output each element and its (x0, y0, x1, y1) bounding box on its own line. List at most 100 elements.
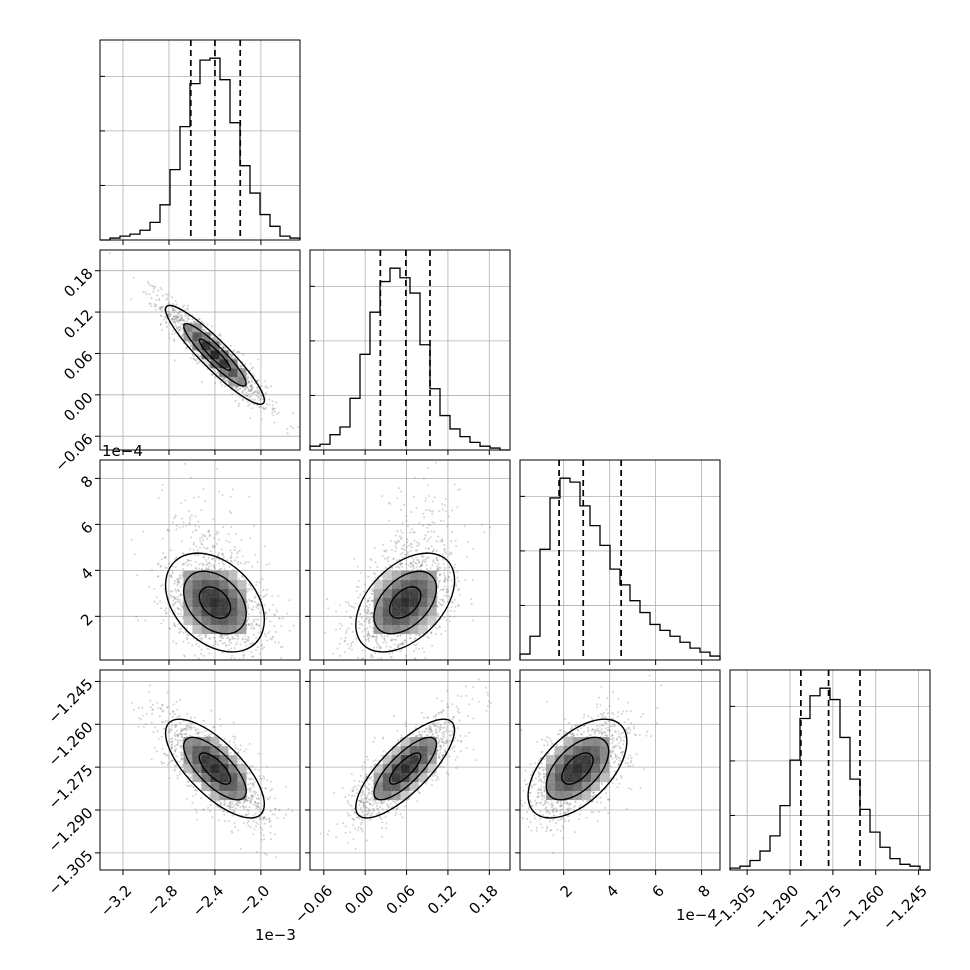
scatter-point (237, 561, 240, 563)
scatter-point (190, 514, 193, 517)
scatter-point (246, 590, 249, 593)
density-cell (373, 598, 383, 608)
scatter-point (400, 642, 403, 645)
scatter-point (358, 665, 360, 667)
scatter-point (215, 372, 218, 375)
scatter-point (153, 287, 156, 290)
scatter-point (424, 547, 427, 550)
scatter-point (175, 316, 178, 319)
scatter-point (178, 321, 181, 324)
scatter-point (277, 595, 280, 598)
scatter-point (411, 565, 414, 568)
scatter-point (202, 654, 205, 657)
scatter-point (215, 339, 217, 342)
density-cell (418, 571, 428, 581)
scatter-point (251, 794, 254, 797)
scatter-point (381, 495, 383, 498)
scatter-point (406, 538, 409, 541)
scatter-point (387, 501, 390, 504)
scatter-point (260, 643, 263, 646)
density-cell (192, 341, 202, 351)
scatter-point (203, 329, 206, 332)
scatter-point (204, 359, 207, 362)
scatter-point (444, 552, 447, 555)
scatter-point (189, 559, 192, 562)
scatter-point (213, 545, 216, 548)
scatter-point (233, 752, 236, 755)
scatter-point (156, 706, 159, 709)
scatter-point (230, 830, 233, 833)
scatter-point (392, 557, 395, 560)
scatter-point (427, 530, 430, 533)
scatter-point (405, 520, 408, 522)
scatter-point (405, 654, 408, 657)
scatter-point (249, 417, 252, 419)
scatter-point (229, 667, 231, 669)
scatter-point (205, 330, 208, 333)
scatter-point (442, 563, 445, 566)
scatter-point (228, 638, 231, 641)
scatter-point (272, 407, 275, 410)
scatter-point (418, 522, 421, 525)
scatter-point (206, 323, 209, 326)
scatter-point (161, 704, 164, 707)
scatter-point (251, 387, 254, 390)
scatter-point (410, 561, 413, 564)
scatter-point (170, 747, 173, 750)
scatter-point (230, 560, 233, 563)
scatter-point (429, 524, 432, 527)
scatter-point (159, 585, 162, 588)
scatter-point (408, 544, 411, 547)
scatter-point (159, 286, 162, 289)
scatter-point (217, 805, 220, 808)
scatter-point (410, 546, 413, 549)
scatter-point (172, 604, 175, 607)
scatter-point (275, 631, 277, 633)
scatter-point (222, 526, 224, 529)
scatter-point (442, 599, 445, 602)
scatter-point (448, 595, 451, 598)
density-cell (210, 598, 220, 608)
scatter-point (343, 651, 346, 654)
scatter-point (200, 652, 202, 655)
scatter-point (160, 607, 162, 610)
scatter-point (171, 311, 174, 313)
scatter-point (252, 814, 255, 817)
scatter-point (378, 663, 380, 665)
scatter-point (274, 856, 277, 859)
scatter-point (454, 583, 457, 586)
scatter-point (414, 456, 416, 458)
scatter-point (170, 306, 173, 308)
scatter-point (175, 325, 178, 328)
scatter-point (255, 618, 258, 621)
scatter-point (248, 787, 251, 790)
scatter-point (453, 483, 456, 486)
scatter-point (241, 638, 244, 641)
density-cell (427, 580, 437, 590)
scatter-point (178, 770, 181, 773)
scatter-point (153, 305, 156, 308)
scatter-point (420, 568, 422, 571)
scatter-point (230, 511, 233, 514)
scatter-point (179, 319, 182, 322)
scatter-point (398, 540, 400, 543)
scatter-point (431, 644, 434, 647)
scatter-point (190, 344, 193, 347)
scatter-point (219, 381, 222, 384)
scatter-point (405, 641, 408, 644)
density-cell (201, 616, 211, 626)
scatter-point (372, 589, 374, 592)
scatter-point (426, 523, 429, 526)
scatter-point (371, 599, 374, 602)
scatter-point (357, 656, 359, 659)
scatter-point (376, 643, 379, 646)
scatter-point (180, 578, 183, 580)
scatter-point (443, 601, 446, 604)
density-cell (228, 625, 238, 635)
scatter-point (259, 611, 261, 614)
density-cell (418, 589, 428, 599)
scatter-point (202, 564, 205, 567)
scatter-point (204, 635, 207, 637)
scatter-point (267, 386, 269, 389)
scatter-point (217, 374, 220, 377)
